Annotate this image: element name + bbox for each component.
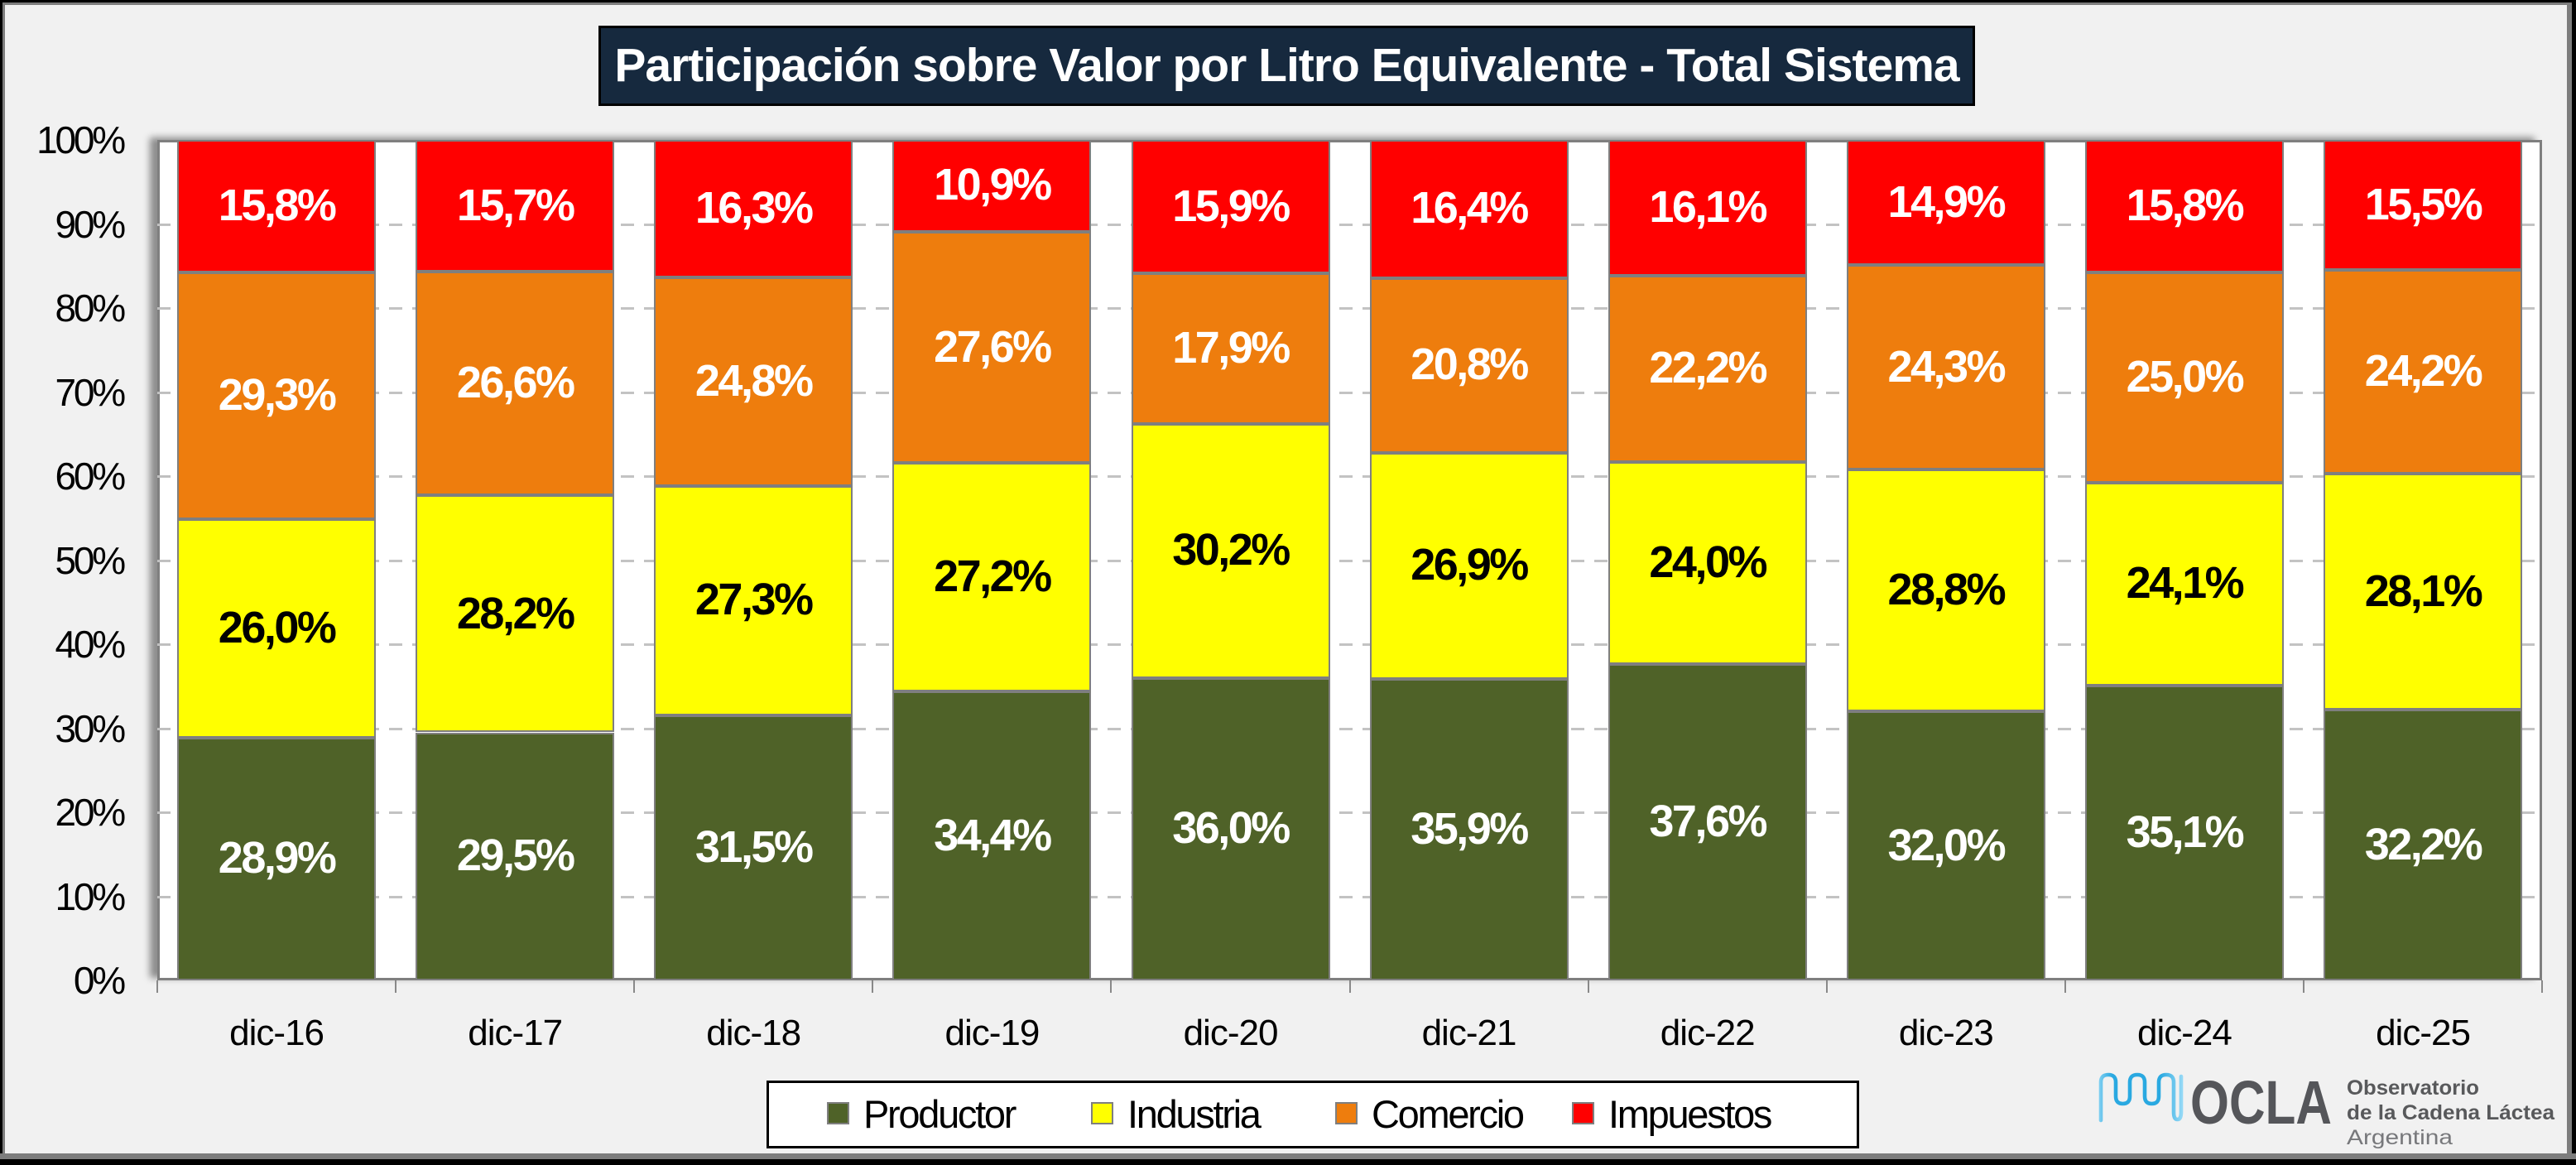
svg-text:Argentina: Argentina <box>2347 1126 2453 1149</box>
svg-text:Observatorio: Observatorio <box>2347 1076 2479 1100</box>
svg-text:de la Cadena Láctea: de la Cadena Láctea <box>2347 1101 2555 1124</box>
svg-text:OCLA: OCLA <box>2190 1068 2332 1137</box>
